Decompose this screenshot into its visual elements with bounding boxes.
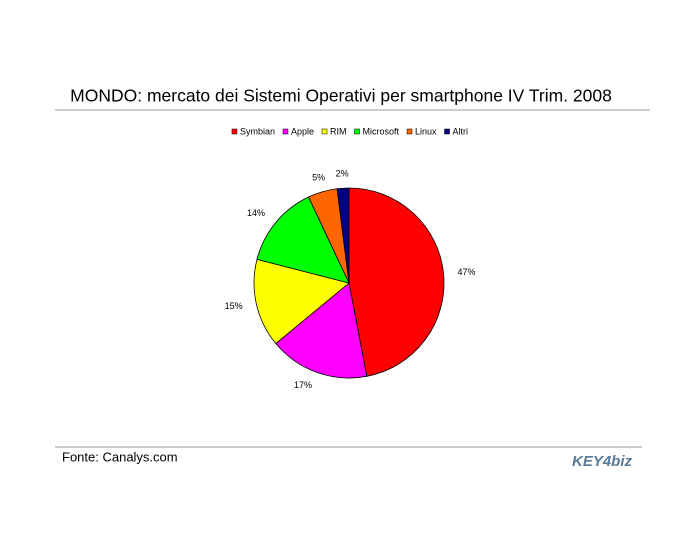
pie-slice [348,187,445,377]
slice-label: 17% [294,380,312,390]
legend-label: Linux [415,126,437,136]
legend-label: Symbian [240,126,275,136]
legend-label: Apple [291,126,314,136]
legend-swatch [321,128,328,135]
legend-label: Microsoft [363,126,400,136]
slice-label: 14% [247,208,265,218]
chart-title: MONDO: mercato dei Sistemi Operativi per… [70,86,612,106]
legend-swatch [282,128,289,135]
legend-swatch [354,128,360,135]
legend-swatch [406,128,413,135]
pie-slice [253,258,350,345]
logo: KEY4biz [572,453,633,470]
legend-label: Altri [453,126,469,136]
slice-label: 5% [312,173,325,183]
pie-slice [256,196,350,284]
pie-slice [275,282,368,379]
slice-label: 2% [336,169,349,179]
slice-label: 15% [225,301,243,311]
slice-label: 47% [458,267,476,277]
legend-label: RIM [330,126,347,136]
legend-swatch [231,128,238,135]
legend-swatch [444,128,450,135]
source: Fonte: Canalys.com [62,449,178,464]
pie-slice [336,187,350,284]
